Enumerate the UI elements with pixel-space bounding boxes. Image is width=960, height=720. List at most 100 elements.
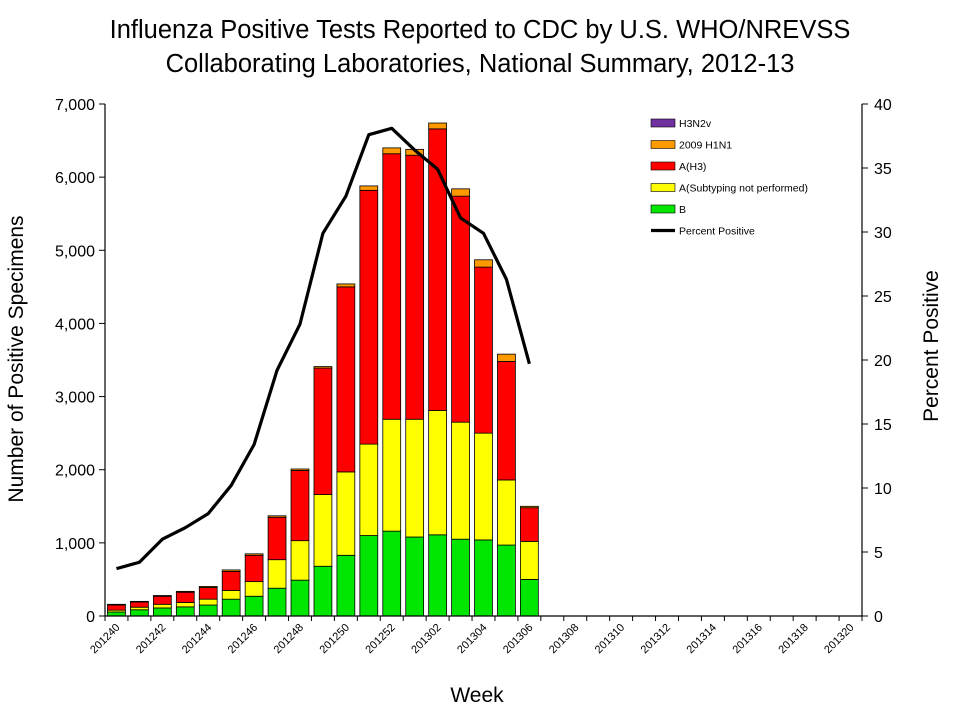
bar-a-h3--201243 xyxy=(175,591,195,603)
y2-tick-label: 35 xyxy=(874,161,892,178)
bar-a-h3--201250 xyxy=(336,286,356,473)
bar-b-201240 xyxy=(107,611,126,617)
bar-a-subtyping-not-performed--201244 xyxy=(198,598,218,606)
bars-group xyxy=(107,122,539,617)
bar-a-subtyping-not-performed--201306 xyxy=(520,540,539,580)
bar-a-h3--201249 xyxy=(313,367,333,495)
legend-label-percent-positive: Percent Positive xyxy=(679,226,755,238)
x-tick-label: 201308 xyxy=(547,622,581,656)
bar-2009-h1n1-201305 xyxy=(497,353,516,362)
bar-b-201247 xyxy=(267,587,287,617)
x-tick-label: 201312 xyxy=(639,622,673,656)
y-tick-label: 1,000 xyxy=(55,536,95,553)
bar-b-201246 xyxy=(244,595,264,617)
x-tick-label: 201242 xyxy=(134,622,168,656)
bar-a-subtyping-not-performed--201250 xyxy=(336,471,356,556)
x-tick-label: 201244 xyxy=(180,622,214,656)
legend-label-b: B xyxy=(679,204,686,216)
bar-a-subtyping-not-performed--201305 xyxy=(497,479,516,546)
bar-a-subtyping-not-performed--201242 xyxy=(152,603,172,609)
y2-tick-label: 5 xyxy=(874,545,883,562)
bar-2009-h1n1-201302 xyxy=(428,122,447,130)
y-tick-label: 7,000 xyxy=(55,97,95,114)
x-tick-label: 201252 xyxy=(363,622,397,656)
bar-a-subtyping-not-performed--201246 xyxy=(244,581,264,597)
bar-b-201252 xyxy=(382,530,402,617)
y-tick-label: 5,000 xyxy=(55,243,95,260)
axes-group: 0 1,000 2,000 3,000 4,000 5,000 6,000 7,000 0 5 10… xyxy=(55,97,892,656)
bar-2009-h1n1-201246 xyxy=(244,553,264,556)
y-tick-label: 6,000 xyxy=(55,170,95,187)
legend-swatch-b xyxy=(650,204,676,214)
bar-a-subtyping-not-performed--201303 xyxy=(451,421,470,540)
bar-b-201302 xyxy=(428,534,447,617)
bar-a-h3--201303 xyxy=(451,195,470,423)
bar-a-h3--201242 xyxy=(152,595,172,605)
y2-tick-label: 10 xyxy=(874,481,892,498)
bar-b-201242 xyxy=(152,607,172,617)
x-tick-label: 201318 xyxy=(776,622,810,656)
bar-2009-h1n1-201240 xyxy=(107,603,126,606)
x-tick-label: 201302 xyxy=(409,622,443,656)
bar-2009-h1n1-201250 xyxy=(336,283,356,288)
bar-b-201249 xyxy=(313,565,333,617)
bar-2009-h1n1-201304 xyxy=(474,259,493,268)
bar-a-h3--201245 xyxy=(221,570,241,591)
bar-a-h3--201304 xyxy=(474,266,493,434)
y2-tick-label: 25 xyxy=(874,289,892,306)
bar-a-subtyping-not-performed--201243 xyxy=(175,602,195,608)
y-tick-label: 3,000 xyxy=(55,390,95,407)
x-axis-title: Week xyxy=(450,684,504,707)
bar-2009-h1n1-201241 xyxy=(130,600,149,603)
bar-a-h3--201306 xyxy=(520,507,539,542)
y2-axis-title: Percent Positive xyxy=(920,270,943,422)
y-axis-title: Number of Positive Specimens xyxy=(5,215,28,502)
legend-label-2009-h1n1: 2009 H1N1 xyxy=(679,140,732,152)
bar-a-h3--201240 xyxy=(107,604,126,611)
bar-2009-h1n1-201245 xyxy=(221,569,241,572)
bar-b-201251 xyxy=(359,535,379,617)
bar-2009-h1n1-201247 xyxy=(267,515,287,518)
bar-b-201250 xyxy=(336,554,356,617)
legend-label-a-h3-: A(H3) xyxy=(679,161,706,173)
y-tick-label: 0 xyxy=(86,609,95,626)
bar-2009-h1n1-201252 xyxy=(382,147,402,155)
y2-tick-label: 15 xyxy=(874,417,892,434)
bar-a-h3--201251 xyxy=(359,189,379,445)
bar-2009-h1n1-201243 xyxy=(175,590,195,593)
bar-a-subtyping-not-performed--201301 xyxy=(405,418,425,538)
bar-a-subtyping-not-performed--201252 xyxy=(382,418,402,532)
bar-b-201301 xyxy=(405,536,425,617)
legend: H3N2v 2009 H1N1 A(H3) A(Subtyping not perfo… xyxy=(650,118,808,238)
y2-tick-label: 30 xyxy=(874,225,892,242)
x-tick-label: 201316 xyxy=(730,622,764,656)
legend-swatch-a-subtyping-not-performed- xyxy=(650,183,676,192)
y-tick-label: 2,000 xyxy=(55,463,95,480)
bar-2009-h1n1-201249 xyxy=(313,366,333,369)
bar-b-201243 xyxy=(175,606,195,617)
percent-positive-line-group xyxy=(116,126,531,571)
x-tick-label: 201250 xyxy=(318,622,352,656)
x-tick-label: 201304 xyxy=(455,622,489,656)
bar-2009-h1n1-201251 xyxy=(359,185,379,191)
bar-a-h3--201252 xyxy=(382,153,402,420)
bar-a-h3--201248 xyxy=(290,470,310,542)
bar-b-201244 xyxy=(198,604,218,617)
bar-a-subtyping-not-performed--201248 xyxy=(290,540,310,581)
bar-2009-h1n1-201306 xyxy=(520,505,539,509)
x-tick-label: 201248 xyxy=(272,622,306,656)
bar-a-subtyping-not-performed--201302 xyxy=(428,410,447,536)
bar-a-h3--201301 xyxy=(405,154,425,420)
bar-a-subtyping-not-performed--201249 xyxy=(313,494,333,567)
x-tick-label: 201306 xyxy=(501,622,535,656)
y2-tick-label: 20 xyxy=(874,353,892,370)
x-tick-label: 201320 xyxy=(822,622,856,656)
x-tick-label: 201246 xyxy=(226,622,260,656)
bar-a-subtyping-not-performed--201251 xyxy=(359,443,379,536)
legend-swatch-a-h3- xyxy=(650,161,676,171)
bar-b-201245 xyxy=(221,598,241,617)
percent-positive-line xyxy=(116,126,531,571)
bar-2009-h1n1-201242 xyxy=(152,595,172,597)
bar-b-201248 xyxy=(290,579,310,617)
